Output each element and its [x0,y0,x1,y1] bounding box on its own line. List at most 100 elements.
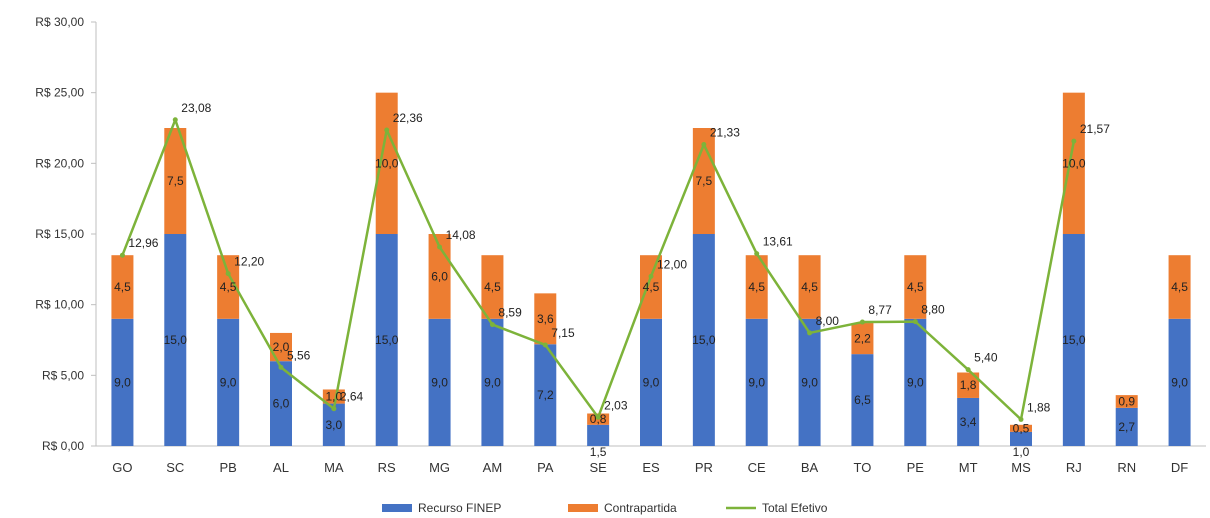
y-tick-label: R$ 0,00 [42,439,84,453]
point-total-efetivo [1018,416,1024,422]
data-label-contrapartida: 4,5 [114,280,131,294]
data-label-recurso-finep: 15,0 [692,333,716,347]
legend-swatch-recurso-finep [382,504,412,512]
data-label-recurso-finep: 9,0 [114,375,131,389]
data-label-total-efetivo: 12,96 [128,236,158,250]
data-label-recurso-finep: 6,0 [273,397,290,411]
bar-recurso-finep [745,318,768,446]
bar-contrapartida [745,255,768,319]
data-label-total-efetivo: 21,57 [1080,122,1110,136]
point-total-efetivo [225,271,231,277]
x-tick-label: PR [695,460,713,475]
bar-recurso-finep [481,318,504,446]
x-tick-label: ES [642,460,660,475]
data-label-recurso-finep: 3,4 [960,415,977,429]
y-tick-label: R$ 20,00 [35,156,84,170]
data-label-recurso-finep: 2,7 [1118,420,1135,434]
x-tick-label: PA [537,460,554,475]
bar-contrapartida [322,389,345,404]
data-label-contrapartida: 4,5 [748,280,765,294]
data-label-total-efetivo: 14,08 [446,228,476,242]
point-total-efetivo [912,319,918,325]
x-tick-label: RS [378,460,396,475]
data-label-contrapartida: 4,5 [643,280,660,294]
bar-contrapartida [640,255,662,319]
point-total-efetivo [119,252,125,258]
data-label-total-efetivo: 21,33 [710,126,740,140]
data-label-total-efetivo: 2,64 [340,390,364,404]
bar-recurso-finep [375,234,398,446]
bar-recurso-finep [1168,318,1191,446]
bar-recurso-finep [1115,407,1138,446]
x-tick-label: AL [273,460,289,475]
x-tick-label: MT [959,460,978,475]
legend-label: Recurso FINEP [418,501,501,515]
x-tick-label: PE [907,460,925,475]
legend-label: Contrapartida [604,501,677,515]
x-tick-label: RJ [1066,460,1082,475]
bar-recurso-finep [1010,431,1032,446]
bar-contrapartida [217,255,240,319]
point-total-efetivo [1071,138,1077,144]
data-label-total-efetivo: 12,20 [234,255,264,269]
bar-recurso-finep [798,318,821,446]
bar-recurso-finep [851,354,874,446]
data-label-contrapartida: 7,5 [696,174,713,188]
point-total-efetivo [384,127,390,133]
data-label-contrapartida: 4,5 [220,280,237,294]
point-total-efetivo [859,319,865,325]
bar-contrapartida [1010,424,1032,432]
y-tick-label: R$ 15,00 [35,227,84,241]
data-label-contrapartida: 4,5 [907,280,924,294]
data-label-contrapartida: 6,0 [431,269,448,283]
data-label-contrapartida: 2,2 [854,332,871,346]
bar-recurso-finep [1062,234,1085,446]
data-label-recurso-finep: 9,0 [431,375,448,389]
bar-contrapartida [798,255,821,319]
data-label-contrapartida: 1,0 [326,390,343,404]
point-total-efetivo [701,142,707,148]
data-label-recurso-finep: 9,0 [484,375,501,389]
data-label-total-efetivo: 5,56 [287,348,311,362]
bar-recurso-finep [587,424,610,446]
bar-recurso-finep [904,318,927,446]
data-label-recurso-finep: 9,0 [907,375,924,389]
point-total-efetivo [648,273,654,279]
data-label-contrapartida: 10,0 [375,156,399,170]
legend-label: Total Efetivo [762,501,828,515]
data-label-contrapartida: 4,5 [484,280,501,294]
data-label-recurso-finep: 15,0 [164,333,188,347]
legend-swatch-contrapartida [568,504,598,512]
data-label-recurso-finep: 15,0 [1062,333,1086,347]
data-label-contrapartida: 0,5 [1013,421,1030,435]
point-total-efetivo [965,367,971,373]
bar-recurso-finep [270,361,292,446]
data-label-total-efetivo: 7,15 [551,326,575,340]
x-tick-label: TO [854,460,872,475]
bar-contrapartida [1115,395,1138,408]
bar-contrapartida [904,255,927,319]
bar-contrapartida [851,323,874,355]
data-label-contrapartida: 0,8 [590,412,607,426]
data-label-total-efetivo: 23,08 [181,101,211,115]
data-label-total-efetivo: 8,80 [921,303,945,317]
data-label-total-efetivo: 5,40 [974,351,998,365]
data-label-recurso-finep: 7,2 [537,388,554,402]
data-label-total-efetivo: 8,77 [868,303,892,317]
data-label-contrapartida: 7,5 [167,174,184,188]
data-label-recurso-finep: 9,0 [220,375,237,389]
data-label-recurso-finep: 9,0 [643,375,660,389]
data-label-recurso-finep: 1,0 [1013,445,1030,459]
x-tick-label: SC [166,460,184,475]
point-total-efetivo [172,117,178,123]
data-label-total-efetivo: 2,03 [604,398,628,412]
bar-contrapartida [164,128,187,234]
bar-contrapartida [1168,255,1191,319]
x-tick-label: MG [429,460,450,475]
bar-recurso-finep [957,397,980,446]
bar-recurso-finep [217,318,240,446]
bar-recurso-finep [111,318,134,446]
x-tick-label: AM [483,460,503,475]
bar-recurso-finep [534,344,557,446]
x-tick-label: BA [801,460,819,475]
